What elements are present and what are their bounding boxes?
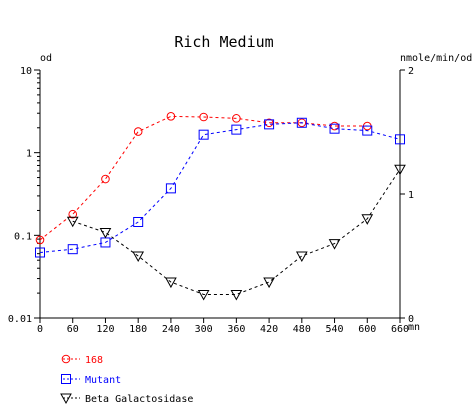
data-point	[264, 119, 275, 130]
y-left-tick-label: 10	[20, 66, 32, 77]
y-right-label: nmole/min/od	[400, 53, 472, 64]
x-tick-label: 300	[195, 324, 213, 335]
y-left-tick-label: 1	[26, 149, 32, 160]
data-point	[165, 277, 177, 289]
data-point	[296, 117, 307, 128]
data-point	[166, 112, 176, 121]
data-point	[165, 183, 176, 194]
y-left-tick-label: 0.01	[8, 314, 32, 325]
series-line	[39, 122, 401, 253]
x-tick-label: 180	[129, 324, 147, 335]
x-tick-label: 360	[227, 324, 245, 335]
data-point	[230, 289, 243, 301]
series-0	[35, 112, 372, 245]
legend: 168 Mutant Beta Galactosidase	[60, 354, 193, 405]
chart-title: Rich Medium	[174, 33, 273, 51]
x-unit-label: mn	[408, 322, 420, 333]
legend-label: 168	[85, 355, 103, 366]
legend-label: Beta Galactosidase	[85, 394, 193, 405]
data-point	[295, 251, 308, 263]
series-line	[72, 168, 401, 295]
series-layer	[35, 112, 406, 301]
data-point	[133, 216, 144, 227]
x-tick-label: 60	[67, 324, 79, 335]
data-point	[133, 127, 143, 136]
data-point	[35, 235, 45, 245]
data-point	[297, 118, 307, 128]
data-point	[362, 125, 373, 136]
data-point	[132, 251, 145, 263]
legend-marker	[61, 374, 71, 384]
data-point	[329, 123, 340, 134]
x-tick-label: 600	[358, 324, 376, 335]
data-point	[66, 216, 79, 228]
x-tick-label: 120	[96, 324, 114, 335]
data-point	[394, 164, 406, 176]
legend-label: Mutant	[85, 375, 121, 386]
data-point	[395, 134, 405, 145]
data-point	[35, 247, 45, 258]
data-point	[99, 227, 112, 239]
y-right-tick-label: 2	[408, 66, 414, 77]
data-point	[361, 214, 374, 225]
x-tick-label: 480	[293, 324, 311, 335]
legend-marker	[60, 393, 72, 405]
data-point	[263, 277, 275, 289]
data-point	[197, 289, 210, 301]
data-point	[264, 118, 274, 128]
series-2	[66, 164, 406, 301]
data-point	[199, 112, 208, 122]
y-right-tick-label: 0	[408, 314, 414, 325]
data-point	[68, 209, 78, 219]
x-tick-label: 660	[391, 324, 409, 335]
data-point	[198, 129, 209, 140]
y-right-tick-label: 1	[408, 190, 414, 201]
series-1	[35, 117, 405, 258]
data-point	[67, 244, 78, 255]
y-left-label: od	[40, 53, 52, 64]
data-point	[101, 174, 110, 184]
x-tick-label: 540	[326, 324, 344, 335]
series-line	[39, 115, 368, 241]
data-point	[232, 114, 241, 123]
data-point	[231, 124, 242, 135]
legend-marker	[61, 354, 71, 364]
x-tick-label: 420	[260, 324, 278, 335]
data-point	[330, 121, 339, 131]
data-point	[328, 239, 341, 250]
x-tick-label: 0	[37, 324, 43, 335]
y-left-tick-label: 0.1	[14, 231, 32, 242]
x-tick-label: 240	[162, 324, 180, 335]
